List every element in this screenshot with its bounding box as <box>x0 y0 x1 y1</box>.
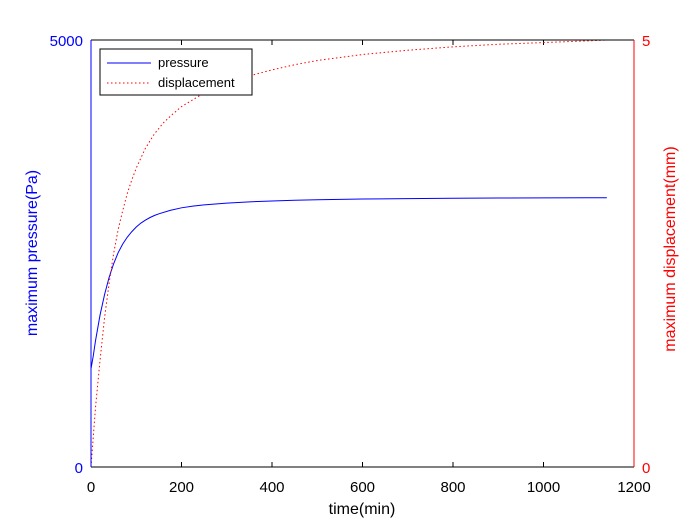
right-y-axis-title: maximum displacement(mm) <box>662 146 679 351</box>
right-y-tick-label: 5 <box>642 33 650 50</box>
right-y-tick-label: 0 <box>642 460 650 477</box>
legend: pressure displacement <box>99 48 253 96</box>
legend-box <box>99 48 253 96</box>
x-axis-title: time(min) <box>329 501 396 518</box>
x-tick-label: 1200 <box>617 479 650 496</box>
pressure-series-line <box>90 197 607 369</box>
x-tick-label: 200 <box>169 479 194 496</box>
left-y-tick-label: 0 <box>75 460 83 477</box>
plot-area <box>91 40 634 467</box>
legend-pressure-label: pressure <box>158 55 209 70</box>
left-y-tick-label: 5000 <box>50 33 83 50</box>
x-tick-label: 0 <box>87 479 95 496</box>
left-y-axis-ticks: 0 5000 <box>50 33 96 477</box>
x-tick-label: 800 <box>440 479 465 496</box>
x-tick-label: 400 <box>259 479 284 496</box>
x-axis-ticks: 0 200 400 600 800 1000 1200 <box>87 40 651 496</box>
series-layer <box>90 39 607 468</box>
legend-displacement-label: displacement <box>158 75 235 90</box>
left-y-axis-title: maximum pressure(Pa) <box>24 170 41 336</box>
x-tick-label: 1000 <box>527 479 560 496</box>
x-tick-label: 600 <box>350 479 375 496</box>
